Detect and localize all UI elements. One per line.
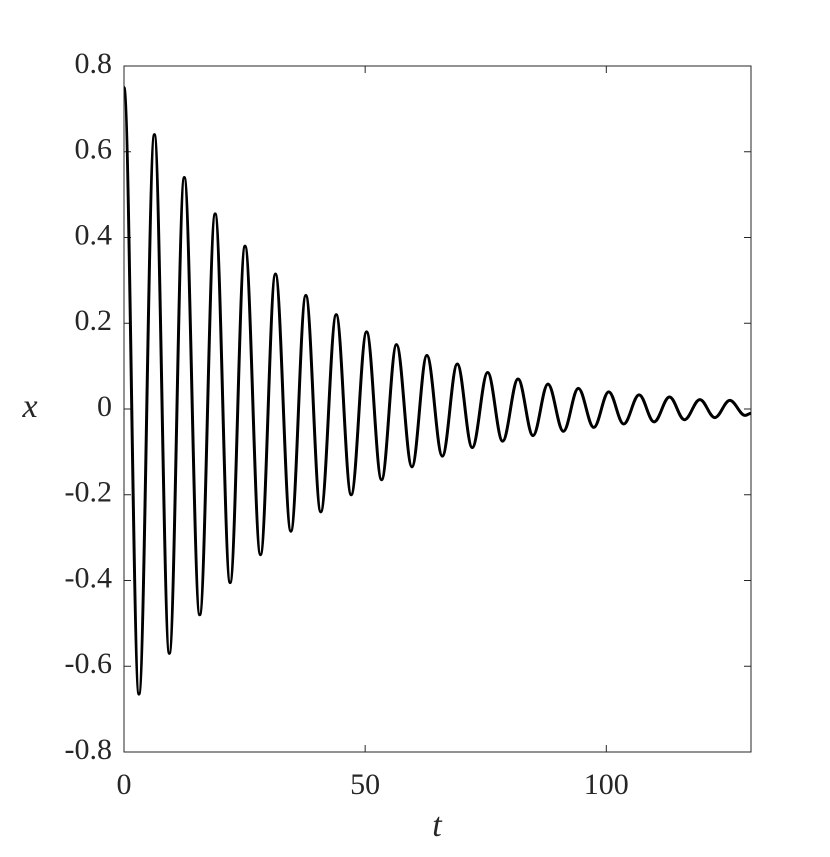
series-line (122, 85, 752, 696)
y-tick-label: 0.8 (75, 47, 113, 80)
y-tick-label: 0.4 (75, 218, 113, 251)
y-tick-label: -0.2 (65, 476, 113, 509)
x-tick-label: 50 (350, 768, 380, 801)
y-tick-label: -0.8 (65, 733, 113, 766)
y-tick-label: 0 (97, 390, 112, 423)
x-tick-label: 100 (584, 768, 629, 801)
y-tick-label: -0.6 (65, 647, 113, 680)
y-tick-label: 0.2 (75, 304, 113, 337)
x-tick-label: 0 (117, 768, 132, 801)
y-tick-label: -0.4 (65, 561, 113, 594)
y-tick-label: 0.6 (75, 133, 113, 166)
y-axis-label: x (21, 388, 37, 425)
plot-frame (123, 65, 752, 753)
x-axis-label: t (432, 807, 443, 844)
